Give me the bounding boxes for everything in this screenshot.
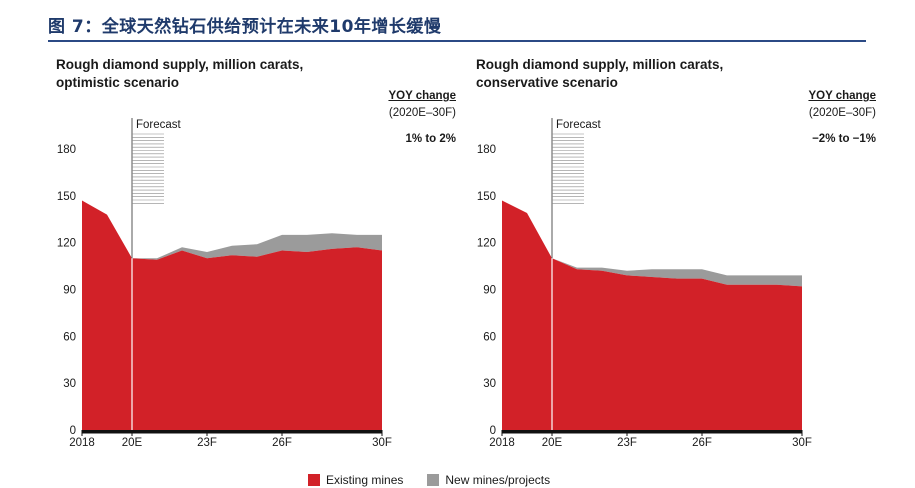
forecast-label: Forecast <box>556 119 602 131</box>
y-tick-label: 30 <box>63 378 76 390</box>
x-tick-label: 26F <box>692 437 712 449</box>
area-series-new-mines <box>502 200 802 287</box>
chart-title: Rough diamond supply, million carats, op… <box>56 56 346 92</box>
yoy-value: 1% to 2% <box>405 133 457 145</box>
area-chart-optimistic: Forecast 0 30 60 90 120 150 180 2018 20E 23F 26F 30F <box>57 118 392 449</box>
area-series-new-mines <box>82 200 382 260</box>
chart-panel-conservative: Rough diamond supply, million carats, co… <box>466 52 876 452</box>
area-chart-conservative: Forecast 0 30 60 90 120 150 180 2018 20E 23F 26F 30F <box>477 118 812 449</box>
y-tick-label: 150 <box>477 191 496 203</box>
legend-label-existing: Existing mines <box>326 473 404 487</box>
x-tick-label: 23F <box>617 437 637 449</box>
yoy-period: (2020E–30F) <box>388 107 456 119</box>
chart-title-line1: Rough diamond supply, million carats, <box>476 57 724 72</box>
chart-title-line2: conservative scenario <box>476 75 618 90</box>
chart-title-line2: optimistic scenario <box>56 75 180 90</box>
x-tick-label: 20E <box>122 437 143 449</box>
figure-title: 图 7：全球天然钻石供给预计在未来10年增长缓慢 <box>48 17 442 37</box>
chart-panel-optimistic: Rough diamond supply, million carats, op… <box>46 52 456 452</box>
area-series-existing-mines <box>502 200 802 430</box>
title-divider <box>48 40 866 42</box>
x-tick-label: 2018 <box>69 437 95 449</box>
x-axis-line <box>82 430 382 434</box>
x-axis-line <box>502 430 802 434</box>
legend-swatch-new <box>427 474 440 486</box>
legend-swatch-existing <box>308 474 320 486</box>
x-tick-label: 26F <box>272 437 292 449</box>
y-tick-label: 0 <box>70 425 76 437</box>
legend: Existing mines New mines/projects <box>308 472 574 488</box>
y-tick-label: 150 <box>57 191 76 203</box>
yoy-title: YOY change <box>808 90 876 102</box>
y-tick-label: 120 <box>57 238 76 250</box>
y-tick-label: 30 <box>483 378 496 390</box>
yoy-period: (2020E–30F) <box>808 107 876 119</box>
chart-title-line1: Rough diamond supply, million carats, <box>56 57 304 72</box>
yoy-title: YOY change <box>388 90 456 102</box>
chart-title: Rough diamond supply, million carats, co… <box>476 56 766 92</box>
y-tick-label: 180 <box>57 144 76 156</box>
legend-item-new: New mines/projects <box>427 473 550 487</box>
x-tick-label: 30F <box>792 437 812 449</box>
y-tick-label: 90 <box>483 285 496 297</box>
forecast-label: Forecast <box>136 119 182 131</box>
legend-label-new: New mines/projects <box>445 473 551 487</box>
yoy-value: −2% to −1% <box>812 133 876 145</box>
y-tick-label: 90 <box>63 285 76 297</box>
y-tick-label: 120 <box>477 238 496 250</box>
x-tick-label: 20E <box>542 437 563 449</box>
y-tick-label: 0 <box>490 425 496 437</box>
x-tick-label: 2018 <box>489 437 515 449</box>
y-tick-label: 60 <box>483 331 496 343</box>
x-tick-label: 30F <box>372 437 392 449</box>
area-series-existing-mines <box>82 200 382 430</box>
yoy-annotation: YOY change (2020E–30F) −2% to −1% <box>756 90 876 145</box>
legend-item-existing: Existing mines <box>308 473 403 487</box>
y-tick-label: 180 <box>477 144 496 156</box>
y-tick-label: 60 <box>63 331 76 343</box>
yoy-annotation: YOY change (2020E–30F) 1% to 2% <box>336 90 456 145</box>
x-tick-label: 23F <box>197 437 217 449</box>
